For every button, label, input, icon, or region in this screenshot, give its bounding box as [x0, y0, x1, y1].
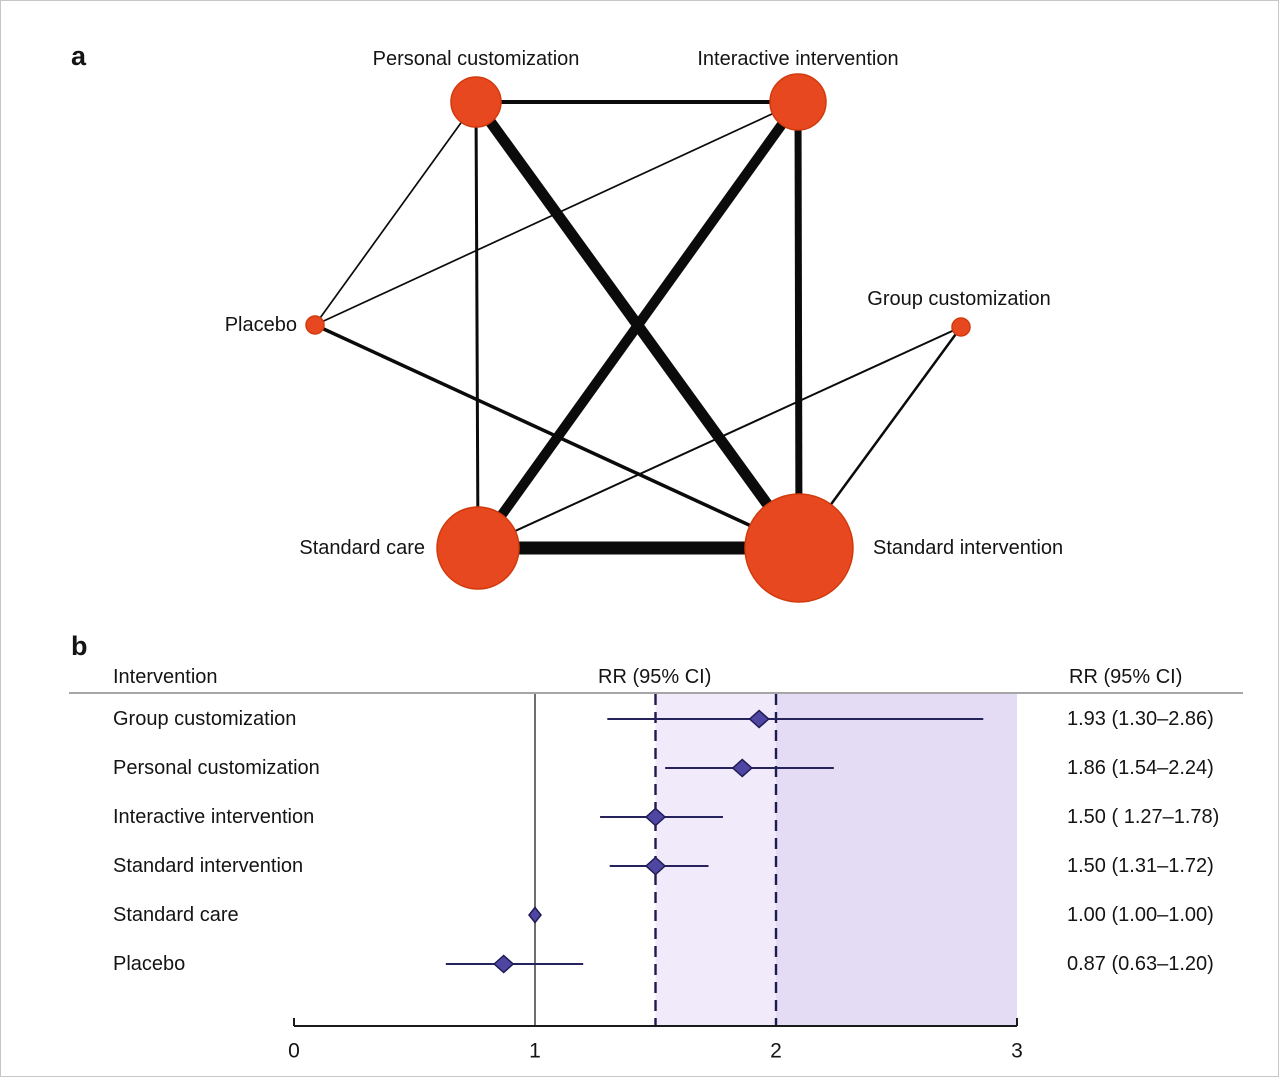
network-edge-interactive-placebo: [314, 101, 799, 326]
network-node-label-standard_care: Standard care: [299, 537, 425, 559]
network-edge-personal-standard_care: [474, 101, 480, 549]
network-node-interactive: [769, 73, 827, 131]
network-edge-placebo-standard_intervention: [314, 323, 800, 550]
forest-row-label-2: Interactive intervention: [113, 806, 314, 828]
panel-b-label: b: [71, 631, 88, 661]
network-node-group: [951, 317, 971, 337]
network-node-standard_care: [436, 506, 520, 590]
network-edge-group-standard_care: [477, 326, 962, 549]
forest-point-estimate-1: [731, 758, 753, 778]
forest-header-values: RR (95% CI): [1069, 666, 1182, 688]
forest-x-tick-label-2: 2: [770, 1040, 782, 1063]
forest-x-tick-label-0: 0: [288, 1040, 300, 1063]
network-node-label-placebo: Placebo: [225, 314, 297, 336]
forest-row-value-5: 0.87 (0.63–1.20): [1067, 953, 1214, 975]
forest-x-tick-label-3: 3: [1011, 1040, 1023, 1063]
forest-row-label-0: Group customization: [113, 708, 296, 730]
forest-shaded-band-0: [655, 694, 776, 1026]
network-plot: Personal customization Interactive interv…: [225, 48, 1063, 603]
forest-row-label-4: Standard care: [113, 904, 239, 926]
network-node-label-interactive: Interactive intervention: [697, 48, 898, 70]
network-node-label-personal: Personal customization: [373, 48, 580, 70]
forest-point-estimate-4: [528, 906, 542, 924]
network-node-placebo: [305, 315, 325, 335]
network-edge-interactive-standard_intervention: [794, 101, 803, 549]
network-edge-personal-placebo: [314, 101, 477, 326]
network-node-label-group: Group customization: [867, 288, 1050, 310]
forest-point-estimate-2: [644, 807, 667, 827]
forest-row-label-3: Standard intervention: [113, 855, 303, 877]
panel-a-label: a: [71, 41, 87, 71]
forest-point-estimate-3: [644, 856, 667, 876]
forest-row-value-2: 1.50 ( 1.27–1.78): [1067, 806, 1219, 828]
forest-row-value-1: 1.86 (1.54–2.24): [1067, 757, 1214, 779]
forest-point-estimate-0: [748, 709, 770, 729]
forest-header-intervention: Intervention: [113, 666, 218, 688]
network-node-standard_intervention: [744, 493, 854, 603]
forest-row-label-1: Personal customization: [113, 757, 320, 779]
forest-row-value-4: 1.00 (1.00–1.00): [1067, 904, 1214, 926]
network-node-label-standard_intervention: Standard intervention: [873, 537, 1063, 559]
forest-header-plot: RR (95% CI): [598, 666, 711, 688]
forest-row-value-0: 1.93 (1.30–2.86): [1067, 708, 1214, 730]
forest-x-tick-label-1: 1: [529, 1040, 541, 1063]
forest-shaded-band-1: [776, 694, 1017, 1026]
forest-plot: Intervention RR (95% CI) RR (95% CI) Group …: [69, 666, 1243, 1063]
forest-row-label-5: Placebo: [113, 953, 185, 975]
network-node-personal: [450, 76, 502, 128]
network-edge-interactive-standard_care: [473, 99, 803, 551]
forest-row-value-3: 1.50 (1.31–1.72): [1067, 855, 1214, 877]
forest-point-estimate-5: [493, 954, 515, 974]
